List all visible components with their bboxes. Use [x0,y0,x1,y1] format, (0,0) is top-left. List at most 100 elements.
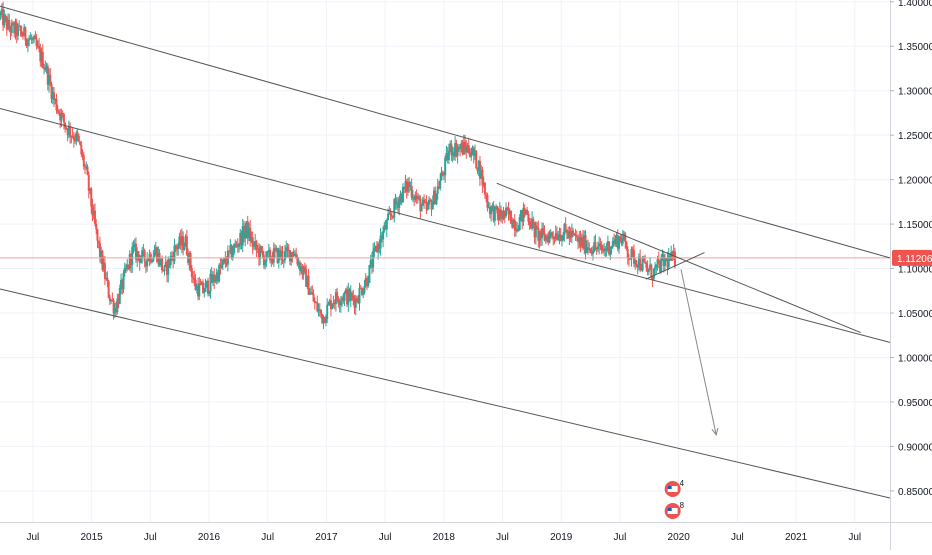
channel-middle-line[interactable] [0,108,891,343]
channel-upper-line[interactable] [0,5,891,259]
candle-body [235,244,238,246]
candle-body [464,142,467,148]
candle-body [242,226,245,239]
candle-body [636,265,639,268]
candle-body [483,182,486,195]
candle-body [418,196,421,199]
candle-body [36,45,39,47]
candle-body [23,27,26,37]
candle-body [369,260,372,265]
candle-body [394,199,397,205]
candle-body [317,309,320,312]
candle-body [165,262,168,275]
candle-body [475,150,478,169]
candle-body [444,157,447,176]
candle-body [405,181,408,192]
candle-body [354,298,357,308]
candle-body [74,139,77,142]
candle-body [49,74,52,84]
candle-body [517,230,520,232]
candle-body [40,51,43,62]
candle-body [136,251,139,260]
candle-body [180,236,183,246]
candle-body [127,264,130,269]
candle-body [645,263,648,268]
candle-body [519,210,522,218]
candle-body [16,26,19,37]
candle-body [153,252,156,257]
x-tick-label: 2019 [550,532,573,543]
candle-body [43,67,46,69]
candle-body [310,292,313,294]
candle-body [126,264,129,270]
candle-body [231,252,234,259]
y-tick-label: 1.25000 [898,131,932,142]
projection-arrow[interactable] [680,269,717,435]
candle-body [213,274,216,282]
candle-body [380,235,383,240]
candle-body [117,298,120,304]
y-tick-label: 1.35000 [898,42,932,53]
candle-body [456,149,459,156]
candle-body [211,274,214,283]
candle-body [449,143,452,151]
candle-body [469,152,472,157]
candle-body [344,289,347,293]
candle-body [452,152,455,157]
candle-body [620,240,623,244]
candle-body [615,235,618,240]
candle-body [182,236,185,250]
candle-body [411,197,414,199]
candle-body [183,246,186,250]
candle-body [295,253,298,259]
candle-body [629,258,632,260]
x-tick-label: Jul [614,532,627,543]
x-tick-label: 2017 [315,532,338,543]
candle-body [57,111,60,114]
candle-body [470,154,473,157]
candle-body [659,262,662,272]
candle-body [562,235,565,240]
candle-body [498,209,501,220]
candle-body [426,204,429,210]
candle-body [455,143,458,156]
candle-body [565,229,568,234]
candle-body [297,262,300,265]
candle-body [328,300,331,304]
candle-body [333,302,336,305]
candle-body [421,199,424,206]
wedge-lower-line[interactable] [645,252,705,280]
candle-body [216,272,219,282]
candle-body [591,251,594,255]
candle-body [303,266,306,269]
candle-body [13,24,16,34]
candle-body [654,267,657,269]
candle-body [584,235,587,253]
channel-lower-line[interactable] [0,288,891,499]
candle-body [193,278,196,281]
candle-body [385,220,388,230]
candle-body [33,36,36,39]
candle-body [572,230,575,234]
candle-body [583,235,586,249]
candle-body [656,259,659,265]
candle-body [549,232,552,234]
candle-body [275,248,278,251]
candle-body [276,248,279,263]
candle-body [326,305,329,320]
candle-body [172,256,175,262]
candle-body [210,273,213,283]
candle-body [478,160,481,179]
candle-body [98,243,101,257]
candle-body [30,37,33,40]
wedge-upper-line[interactable] [496,182,861,334]
candle-body [505,207,508,216]
x-tick-label: Jul [379,532,392,543]
candle-body [409,185,412,187]
candle-body [577,237,580,243]
candle-body [433,190,436,203]
candle-body [288,250,291,262]
candle-body [510,210,513,224]
